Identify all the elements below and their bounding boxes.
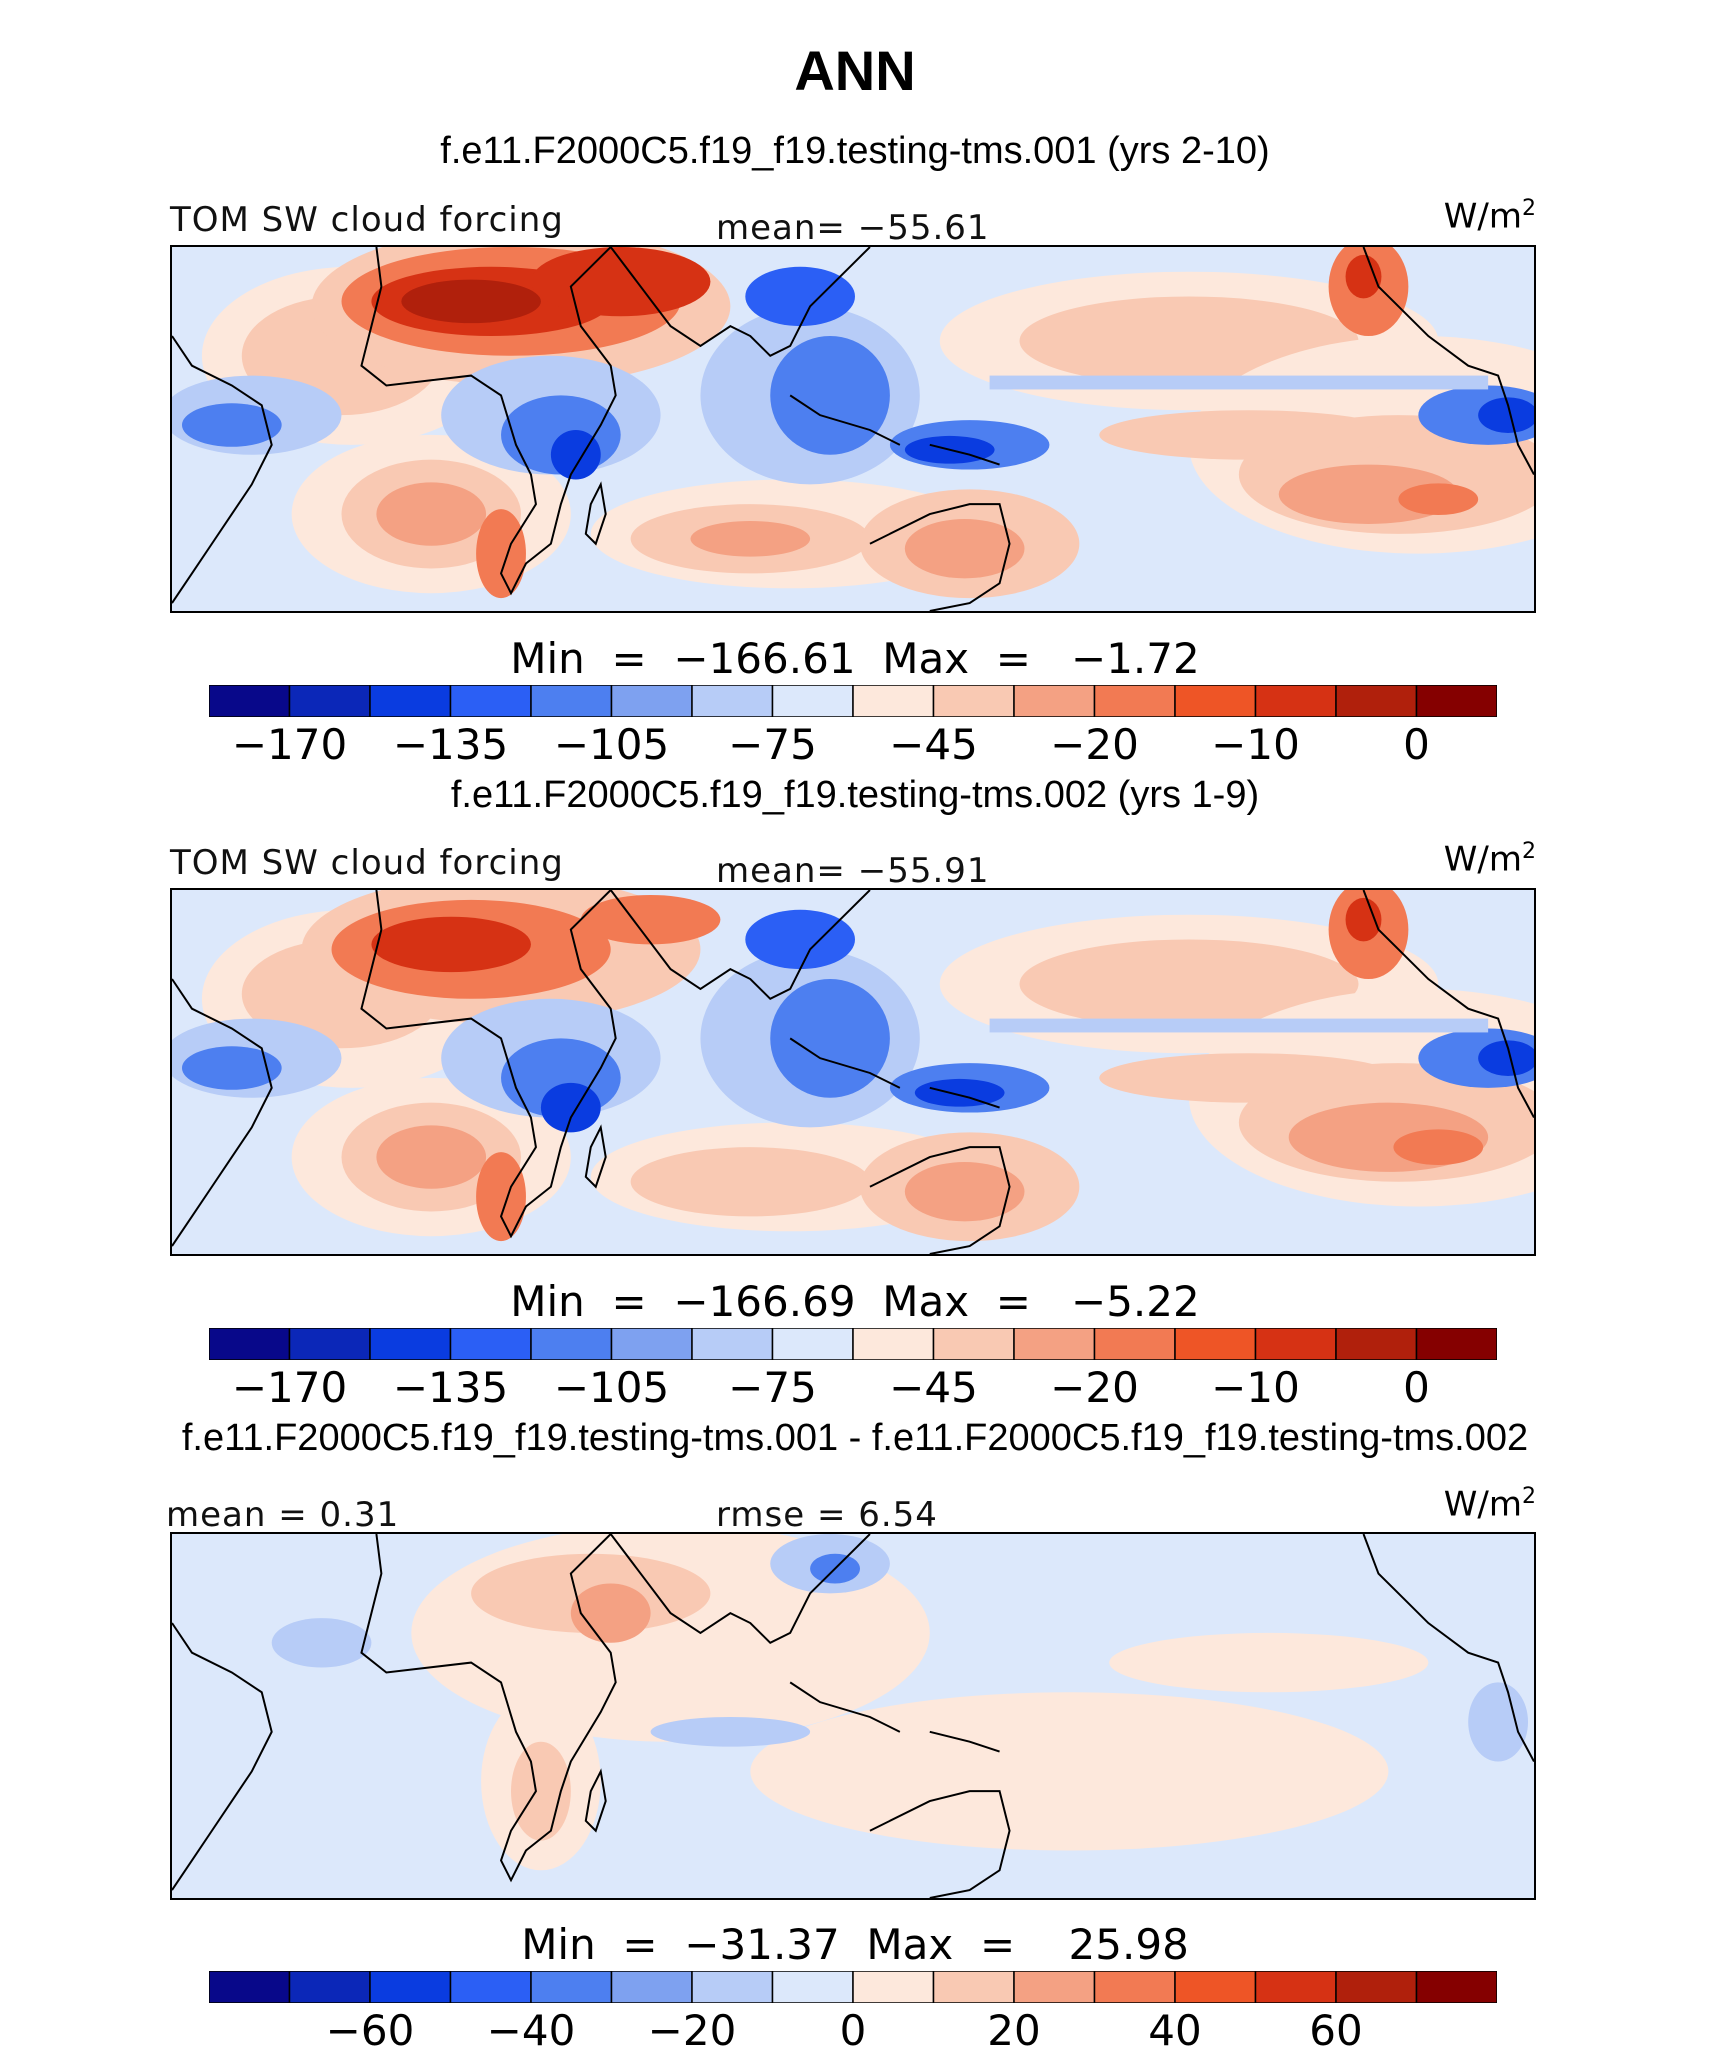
colorbar-swatch bbox=[1013, 1971, 1096, 2003]
colorbar-swatch bbox=[288, 685, 371, 717]
colorbar-swatch bbox=[209, 685, 291, 717]
colorbar-swatch bbox=[1335, 685, 1418, 717]
colorbar-tick-label: −45 bbox=[889, 1363, 978, 1412]
panel3-minmax: Min = −31.37 Max = 25.98 bbox=[521, 1920, 1189, 1969]
colorbar-swatch bbox=[449, 685, 532, 717]
colorbar-swatch bbox=[1254, 1328, 1337, 1360]
colorbar-swatch bbox=[1093, 1328, 1176, 1360]
colorbar-tick-label: −60 bbox=[325, 2006, 415, 2055]
colorbar-swatch bbox=[610, 1971, 693, 2003]
colorbar-swatch bbox=[1254, 685, 1337, 717]
colorbar-swatch bbox=[1415, 1971, 1497, 2003]
colorbar-tick-label: 0 bbox=[1403, 720, 1430, 769]
colorbar-tick-label: −135 bbox=[392, 720, 509, 769]
colorbar-swatch bbox=[932, 1328, 1015, 1360]
colorbar-swatch bbox=[852, 1971, 935, 2003]
colorbar-swatch bbox=[610, 1328, 693, 1360]
colorbar-swatch bbox=[369, 1971, 452, 2003]
panel3-rmse-label: rmse = 6.54 bbox=[716, 1495, 938, 1535]
colorbar-swatch bbox=[1254, 1971, 1337, 2003]
colorbar-swatch bbox=[1013, 1328, 1096, 1360]
colorbar-swatch bbox=[1174, 1328, 1257, 1360]
panel2-case-title: f.e11.F2000C5.f19_f19.testing-tms.002 (y… bbox=[450, 774, 1260, 816]
colorbar-tick-label: 40 bbox=[1148, 2006, 1202, 2055]
colorbar-swatch bbox=[691, 1328, 774, 1360]
panel2-map bbox=[170, 888, 1536, 1256]
colorbar-tick-label: −40 bbox=[486, 2006, 576, 2055]
colorbar-swatch bbox=[852, 685, 935, 717]
panel3-case-title: f.e11.F2000C5.f19_f19.testing-tms.001 - … bbox=[181, 1417, 1529, 1459]
colorbar-tick-label: −10 bbox=[1211, 1363, 1300, 1412]
panel2-colorbar bbox=[209, 1328, 1497, 1360]
panel3-units: W/m2 bbox=[1443, 1484, 1536, 1525]
panel3-colorbar bbox=[209, 1971, 1497, 2003]
colorbar-swatch bbox=[771, 1971, 854, 2003]
colorbar-swatch bbox=[530, 685, 613, 717]
panel1-map bbox=[170, 245, 1536, 613]
colorbar-swatch bbox=[449, 1328, 532, 1360]
colorbar-swatch bbox=[691, 685, 774, 717]
colorbar-swatch bbox=[1093, 1971, 1176, 2003]
colorbar-swatch bbox=[288, 1328, 371, 1360]
panel1-mean-label: mean= −55.61 bbox=[716, 208, 990, 248]
colorbar-tick-label: 0 bbox=[839, 2006, 867, 2055]
colorbar-tick-label: −45 bbox=[889, 720, 978, 769]
colorbar-swatch bbox=[771, 685, 854, 717]
colorbar-swatch bbox=[209, 1971, 291, 2003]
panel1-variable-label: TOM SW cloud forcing bbox=[170, 200, 564, 240]
panel1-colorbar bbox=[209, 685, 1497, 717]
panel3-mean-label: mean = 0.31 bbox=[166, 1495, 400, 1535]
panel2-units: W/m2 bbox=[1443, 839, 1536, 880]
colorbar-swatch bbox=[1013, 685, 1096, 717]
panel3-colorbar-ticks: −60 −40 −20 0 20 40 60 bbox=[0, 2006, 1710, 2056]
panel1-colorbar-ticks: −170 −135 −105 −75 −45 −20 −10 0 bbox=[0, 720, 1710, 770]
colorbar-swatch bbox=[610, 685, 693, 717]
colorbar-tick-label: −20 bbox=[647, 2006, 737, 2055]
colorbar-tick-label: 60 bbox=[1309, 2006, 1363, 2055]
colorbar-tick-label: −170 bbox=[231, 1363, 348, 1412]
colorbar-swatch bbox=[288, 1971, 371, 2003]
panel1-minmax: Min = −166.61 Max = −1.72 bbox=[510, 634, 1200, 683]
colorbar-tick-label: −135 bbox=[392, 1363, 509, 1412]
panel3-map bbox=[170, 1532, 1536, 1900]
colorbar-tick-label: 0 bbox=[1403, 1363, 1430, 1412]
colorbar-tick-label: −170 bbox=[231, 720, 348, 769]
figure-title: ANN bbox=[794, 39, 916, 102]
colorbar-swatch bbox=[1415, 685, 1497, 717]
colorbar-swatch bbox=[449, 1971, 532, 2003]
colorbar-swatch bbox=[1174, 1971, 1257, 2003]
colorbar-swatch bbox=[852, 1328, 935, 1360]
colorbar-swatch bbox=[1335, 1328, 1418, 1360]
colorbar-tick-label: −75 bbox=[728, 720, 817, 769]
panel1-units: W/m2 bbox=[1443, 196, 1536, 237]
colorbar-swatch bbox=[1174, 685, 1257, 717]
panel2-colorbar-ticks: −170 −135 −105 −75 −45 −20 −10 0 bbox=[0, 1363, 1710, 1413]
panel2-mean-label: mean= −55.91 bbox=[716, 851, 990, 891]
colorbar-tick-label: −75 bbox=[728, 1363, 817, 1412]
colorbar-tick-label: −20 bbox=[1050, 1363, 1139, 1412]
colorbar-swatch bbox=[1415, 1328, 1497, 1360]
colorbar-swatch bbox=[691, 1971, 774, 2003]
colorbar-swatch bbox=[209, 1328, 291, 1360]
colorbar-tick-label: −105 bbox=[553, 720, 670, 769]
colorbar-tick-label: −20 bbox=[1050, 720, 1139, 769]
panel2-variable-label: TOM SW cloud forcing bbox=[170, 843, 564, 883]
colorbar-swatch bbox=[369, 685, 452, 717]
colorbar-swatch bbox=[932, 685, 1015, 717]
colorbar-swatch bbox=[771, 1328, 854, 1360]
colorbar-tick-label: 20 bbox=[987, 2006, 1041, 2055]
panel1-case-title: f.e11.F2000C5.f19_f19.testing-tms.001 (y… bbox=[440, 130, 1270, 172]
colorbar-swatch bbox=[1335, 1971, 1418, 2003]
colorbar-swatch bbox=[1093, 685, 1176, 717]
colorbar-swatch bbox=[369, 1328, 452, 1360]
panel2-minmax: Min = −166.69 Max = −5.22 bbox=[510, 1277, 1200, 1326]
colorbar-swatch bbox=[530, 1328, 613, 1360]
colorbar-tick-label: −105 bbox=[553, 1363, 670, 1412]
colorbar-tick-label: −10 bbox=[1211, 720, 1300, 769]
colorbar-swatch bbox=[932, 1971, 1015, 2003]
colorbar-swatch bbox=[530, 1971, 613, 2003]
